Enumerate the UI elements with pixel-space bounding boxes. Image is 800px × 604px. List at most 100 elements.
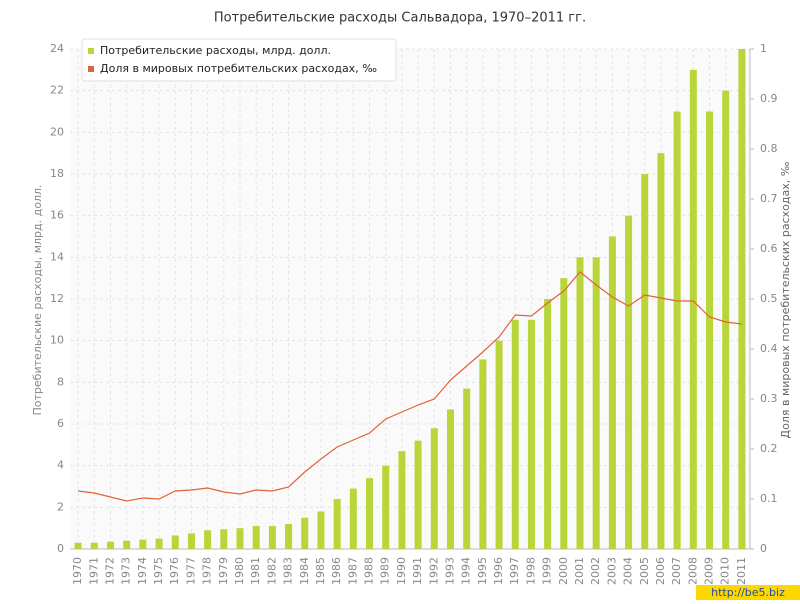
- y2-tick-label: 0.5: [760, 292, 778, 305]
- x-tick-label: 1991: [411, 557, 424, 585]
- watermark: http://be5.biz: [711, 586, 785, 599]
- y2-tick-label: 0.9: [760, 92, 778, 105]
- legend-label: Доля в мировых потребительских расходах,…: [100, 62, 377, 75]
- bar: [608, 236, 616, 549]
- bar: [74, 542, 82, 549]
- bar: [738, 49, 746, 549]
- x-tick-label: 1992: [427, 557, 440, 585]
- watermark-bg: [696, 585, 800, 600]
- x-tick-label: 1981: [249, 557, 262, 585]
- bar: [576, 257, 584, 549]
- x-tick-label: 1985: [314, 557, 327, 585]
- x-tick-label: 2000: [557, 557, 570, 585]
- x-tick-label: 1982: [265, 557, 278, 585]
- x-tick-label: 2005: [638, 557, 651, 585]
- bar: [414, 440, 422, 549]
- bar: [349, 488, 357, 549]
- bar: [123, 540, 131, 549]
- bar: [689, 69, 697, 549]
- legend-label: Потребительские расходы, млрд. долл.: [100, 44, 331, 57]
- y-tick-label: 2: [57, 500, 64, 513]
- bar: [301, 517, 309, 549]
- x-tick-label: 1986: [330, 557, 343, 585]
- x-tick-label: 2009: [703, 557, 716, 585]
- x-tick-label: 1997: [508, 557, 521, 585]
- bar: [90, 542, 98, 549]
- x-tick-label: 2001: [573, 557, 586, 585]
- y2-tick-label: 0.6: [760, 242, 778, 255]
- x-tick-label: 1998: [524, 557, 537, 585]
- x-tick-label: 2010: [719, 557, 732, 585]
- x-tick-label: 1994: [460, 557, 473, 585]
- y2-tick-label: 0: [760, 542, 767, 555]
- y2-tick-label: 0.7: [760, 192, 778, 205]
- x-tick-label: 1977: [184, 557, 197, 585]
- legend-swatch: [88, 48, 94, 54]
- bar: [479, 359, 487, 549]
- bar: [544, 299, 552, 549]
- x-tick-label: 2007: [670, 557, 683, 585]
- bar: [673, 111, 681, 549]
- x-tick-label: 2011: [735, 557, 748, 585]
- bar: [285, 524, 293, 549]
- bar: [317, 511, 325, 549]
- chart-title: Потребительские расходы Сальвадора, 1970…: [214, 11, 586, 26]
- x-tick-label: 1978: [201, 557, 214, 585]
- bar: [382, 465, 390, 549]
- y2-tick-label: 0.1: [760, 492, 778, 505]
- bar: [430, 428, 438, 549]
- x-tick-label: 1972: [103, 557, 116, 585]
- bar: [560, 278, 568, 549]
- y-tick-label: 4: [57, 459, 64, 472]
- bar: [641, 174, 649, 549]
- bar: [446, 409, 454, 549]
- x-tick-label: 1995: [476, 557, 489, 585]
- x-tick-label: 1975: [152, 557, 165, 585]
- x-tick-label: 1983: [282, 557, 295, 585]
- legend-box: [81, 38, 397, 82]
- bar: [625, 215, 633, 549]
- bar: [398, 451, 406, 549]
- y-tick-label: 0: [57, 542, 64, 555]
- y-tick-label: 22: [50, 84, 64, 97]
- bar: [333, 499, 341, 549]
- y-tick-label: 12: [50, 292, 64, 305]
- y-tick-label: 20: [50, 125, 64, 138]
- bar: [220, 529, 228, 549]
- x-tick-label: 1987: [346, 557, 359, 585]
- bar: [706, 111, 714, 549]
- bar: [592, 257, 600, 549]
- y-axis-label: Потребительские расходы, млрд. долл.: [31, 185, 44, 416]
- bar: [722, 90, 730, 550]
- x-tick-label: 1974: [136, 557, 149, 585]
- x-tick-label: 1973: [120, 557, 133, 585]
- bar: [204, 530, 212, 549]
- legend-swatch: [88, 66, 94, 72]
- bar: [657, 153, 665, 549]
- bar: [366, 478, 374, 549]
- x-tick-label: 1976: [168, 557, 181, 585]
- y2-tick-label: 0.8: [760, 142, 778, 155]
- y-tick-label: 6: [57, 417, 64, 430]
- y-tick-label: 8: [57, 375, 64, 388]
- y2-tick-label: 1: [760, 42, 767, 55]
- bar: [463, 388, 471, 549]
- bar: [268, 526, 276, 549]
- y-tick-label: 24: [50, 42, 64, 55]
- bar: [495, 340, 503, 549]
- y2-tick-label: 0.2: [760, 442, 778, 455]
- x-tick-label: 1971: [87, 557, 100, 585]
- x-tick-label: 2003: [605, 557, 618, 585]
- y-tick-label: 10: [50, 334, 64, 347]
- y2-tick-label: 0.4: [760, 342, 778, 355]
- bar: [155, 538, 163, 549]
- x-tick-label: 1990: [395, 557, 408, 585]
- bar: [511, 319, 519, 549]
- y-tick-label: 14: [50, 250, 64, 263]
- x-tick-label: 1996: [492, 557, 505, 585]
- y2-axis-label: Доля в мировых потребительских расходах,…: [779, 161, 792, 438]
- x-tick-label: 1980: [233, 557, 246, 585]
- y-tick-label: 16: [50, 209, 64, 222]
- x-tick-label: 1988: [363, 557, 376, 585]
- y-tick-label: 18: [50, 167, 64, 180]
